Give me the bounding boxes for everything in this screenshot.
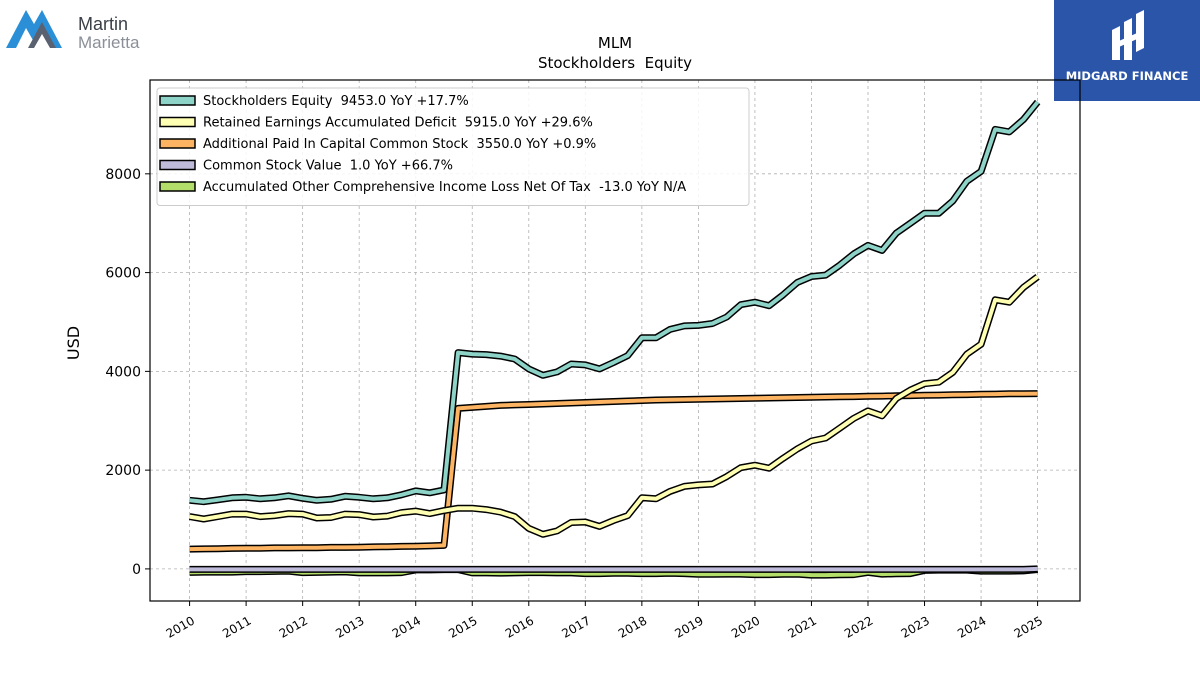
- legend: Stockholders Equity 9453.0 YoY +17.7% Ret…: [156, 87, 750, 206]
- y-tick-label: 6000: [105, 266, 141, 282]
- midgard-emblem-icon: [1112, 10, 1144, 60]
- series-2: [189, 390, 1038, 553]
- x-tick-label: 2013: [333, 613, 366, 640]
- x-tick-label: 2024: [955, 613, 988, 640]
- x-tick-label: 2014: [390, 613, 423, 640]
- x-tick-label: 2015: [446, 613, 479, 640]
- series-lines: [189, 99, 1041, 579]
- y-tick-label: 8000: [105, 167, 141, 183]
- legend-label: Additional Paid In Capital Common Stock …: [203, 137, 596, 152]
- legend-swatch: [159, 116, 196, 128]
- y-tick-label: 2000: [105, 463, 141, 479]
- x-tick-label: 2021: [786, 613, 819, 640]
- legend-label: Common Stock Value 1.0 YoY +66.7%: [203, 159, 453, 174]
- y-tick-label: 4000: [105, 364, 141, 380]
- legend-swatch: [159, 95, 196, 106]
- x-tick-label: 2011: [220, 613, 253, 640]
- legend-label: Retained Earnings Accumulated Deficit 59…: [203, 116, 593, 131]
- x-tick-label: 2016: [503, 613, 536, 640]
- plot-frame: [149, 79, 1081, 602]
- logo-text-line1: Martin: [78, 14, 128, 34]
- series-line: [189, 100, 1040, 504]
- x-tick-label: 2022: [842, 613, 875, 640]
- x-tick-label: 2025: [1012, 613, 1045, 640]
- x-tick-label: 2012: [277, 613, 310, 640]
- martin-marietta-logo: Martin Marietta: [6, 10, 140, 52]
- midgard-finance-logo: MIDGARD FINANCE: [1054, 0, 1200, 101]
- series-0: [189, 99, 1041, 506]
- legend-box: [156, 87, 750, 206]
- x-tick-label: 2017: [559, 613, 592, 640]
- series-line: [189, 566, 1038, 572]
- series-3: [189, 565, 1038, 573]
- series-line-outline: [189, 274, 1040, 538]
- y-axis-label: USD: [64, 326, 83, 360]
- x-tick-label: 2023: [899, 613, 932, 640]
- legend-swatch: [159, 181, 196, 192]
- y-tick-label: 0: [132, 562, 141, 578]
- series-line: [189, 275, 1039, 537]
- series-1: [189, 274, 1040, 538]
- legend-label: Stockholders Equity 9453.0 YoY +17.7%: [203, 94, 469, 109]
- midgard-brand-text: MIDGARD FINANCE: [1065, 69, 1189, 83]
- legend-swatch: [159, 159, 196, 171]
- legend-label: Accumulated Other Comprehensive Income L…: [203, 180, 686, 195]
- chart-subtitle: Stockholders Equity: [538, 54, 692, 72]
- x-tick-label: 2020: [729, 613, 762, 640]
- x-tick-label: 2019: [672, 613, 705, 640]
- mountain-logo-icon: [6, 10, 62, 48]
- logo-text-line2: Marietta: [78, 33, 140, 52]
- x-tick-label: 2010: [164, 613, 197, 640]
- chart-title: MLM: [598, 34, 632, 52]
- legend-swatch: [159, 138, 196, 149]
- x-tick-label: 2018: [616, 613, 649, 640]
- series-line-outline: [189, 390, 1038, 553]
- series-line: [189, 391, 1038, 552]
